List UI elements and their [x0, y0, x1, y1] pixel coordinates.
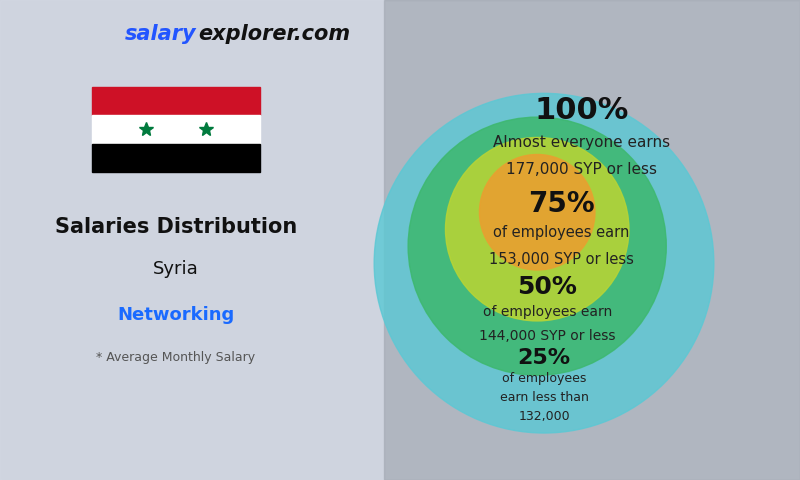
Text: earn less than: earn less than [499, 391, 589, 404]
Circle shape [446, 137, 629, 321]
Text: Syria: Syria [153, 260, 199, 278]
Text: 100%: 100% [534, 96, 629, 125]
Text: of employees earn: of employees earn [482, 305, 612, 320]
Text: 50%: 50% [518, 275, 578, 299]
Text: Salaries Distribution: Salaries Distribution [55, 216, 297, 237]
Text: 25%: 25% [518, 348, 570, 368]
Bar [0, 0, 384, 480]
Text: 75%: 75% [528, 190, 594, 218]
Circle shape [374, 93, 714, 433]
Circle shape [479, 155, 595, 270]
Text: of employees earn: of employees earn [493, 225, 629, 240]
Bar [384, 0, 800, 480]
Bar [91, 115, 261, 144]
Text: Networking: Networking [118, 306, 234, 324]
Text: * Average Monthly Salary: * Average Monthly Salary [97, 351, 255, 364]
Text: Almost everyone earns: Almost everyone earns [493, 135, 670, 150]
Bar [91, 144, 261, 172]
Text: salary: salary [124, 24, 196, 44]
Text: explorer.com: explorer.com [198, 24, 350, 44]
Text: 144,000 SYP or less: 144,000 SYP or less [479, 329, 616, 343]
Text: of employees: of employees [502, 372, 586, 385]
Bar [91, 87, 261, 115]
Text: 132,000: 132,000 [518, 409, 570, 422]
Circle shape [408, 117, 666, 375]
Text: 177,000 SYP or less: 177,000 SYP or less [506, 162, 657, 177]
Text: 153,000 SYP or less: 153,000 SYP or less [489, 252, 634, 267]
